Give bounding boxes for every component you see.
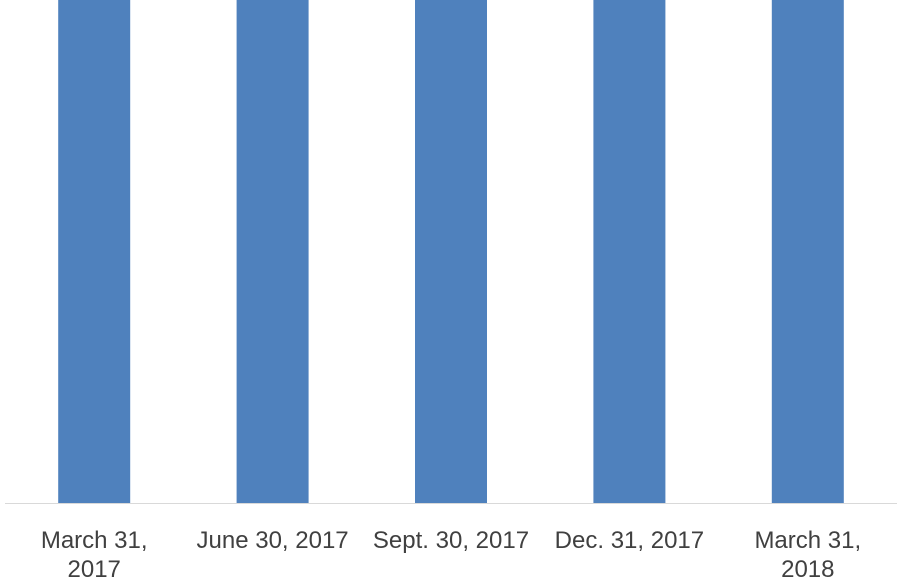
category-label-line: 2017 — [68, 556, 121, 580]
category-label-line: June 30, 2017 — [197, 527, 349, 554]
category-label-line: Sept. 30, 2017 — [373, 527, 529, 554]
bar-3 — [593, 0, 666, 503]
category-label-line: March 31, — [41, 527, 148, 554]
category-label-4: March 31, 2018 — [754, 527, 861, 580]
category-label-line: Dec. 31, 2017 — [555, 527, 704, 554]
bar-1 — [236, 0, 309, 503]
category-label-0: March 31, 2017 — [41, 527, 148, 580]
bars-group — [58, 0, 844, 503]
bar-4 — [771, 0, 844, 503]
category-label-1: June 30, 2017 — [197, 527, 349, 554]
category-label-line: March 31, — [754, 527, 861, 554]
category-label-line: 2018 — [781, 556, 834, 580]
bar-2 — [415, 0, 487, 503]
bar-0 — [58, 0, 131, 503]
category-label-3: Dec. 31, 2017 — [555, 527, 704, 554]
category-label-2: Sept. 30, 2017 — [373, 527, 529, 554]
